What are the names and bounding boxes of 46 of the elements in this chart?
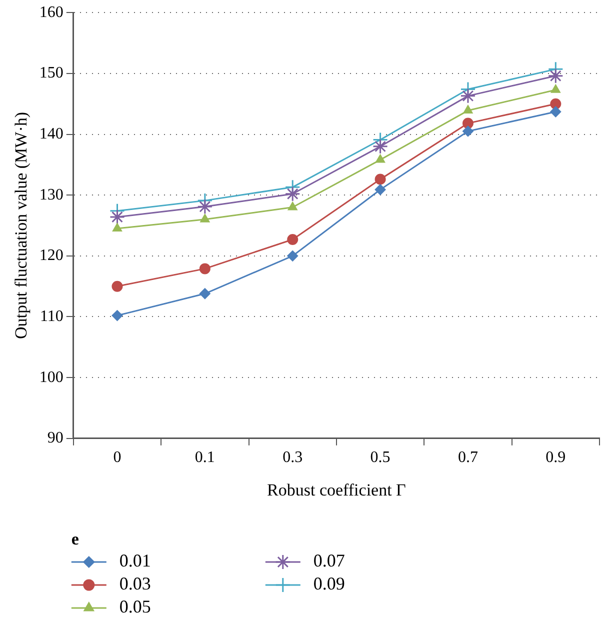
point xyxy=(109,209,125,225)
point xyxy=(374,174,386,185)
point xyxy=(462,118,474,129)
point xyxy=(550,106,562,118)
legend-label: 0.07 xyxy=(313,550,345,571)
point xyxy=(287,250,298,262)
y-tick-label: 120 xyxy=(39,247,64,264)
legend-label: 0.03 xyxy=(119,574,151,594)
point xyxy=(197,198,213,214)
y-tick-label: 90 xyxy=(47,430,64,447)
point xyxy=(287,234,298,245)
point xyxy=(288,202,298,210)
point xyxy=(200,214,210,222)
point xyxy=(112,223,122,232)
point xyxy=(374,184,386,196)
legend-label: 0.05 xyxy=(119,596,151,617)
point xyxy=(463,105,473,114)
y-tick-label: 130 xyxy=(39,186,64,204)
point xyxy=(462,126,474,137)
legend-label: 0.09 xyxy=(313,574,345,594)
y-tick-label: 100 xyxy=(39,368,64,386)
point xyxy=(548,68,564,84)
point xyxy=(284,186,300,202)
point xyxy=(112,310,123,322)
point xyxy=(460,88,476,104)
y-tick-label: 160 xyxy=(39,4,64,21)
point xyxy=(375,154,386,163)
point xyxy=(199,263,210,274)
x-tick-label: 0.5 xyxy=(370,449,390,466)
x-axis-title: Robust coefficient Γ xyxy=(267,480,406,500)
legend-label: 0.01 xyxy=(119,550,151,571)
y-axis-title: Output fluctuation value (MW·h) xyxy=(12,112,31,340)
y-tick-label: 140 xyxy=(39,125,64,142)
x-tick-label: 0.7 xyxy=(458,449,478,466)
x-tick-label: 0.3 xyxy=(282,449,303,466)
y-tick-label: 110 xyxy=(40,308,64,325)
point xyxy=(372,138,388,154)
legend-title: e xyxy=(71,529,80,548)
x-tick-label: 0 xyxy=(113,449,122,466)
point xyxy=(550,98,562,110)
y-tick-label: 150 xyxy=(39,64,64,82)
point xyxy=(550,84,560,93)
point xyxy=(199,288,210,300)
x-tick-label: 0.9 xyxy=(546,449,566,466)
point xyxy=(112,280,123,292)
x-tick-label: 0.1 xyxy=(194,449,215,466)
